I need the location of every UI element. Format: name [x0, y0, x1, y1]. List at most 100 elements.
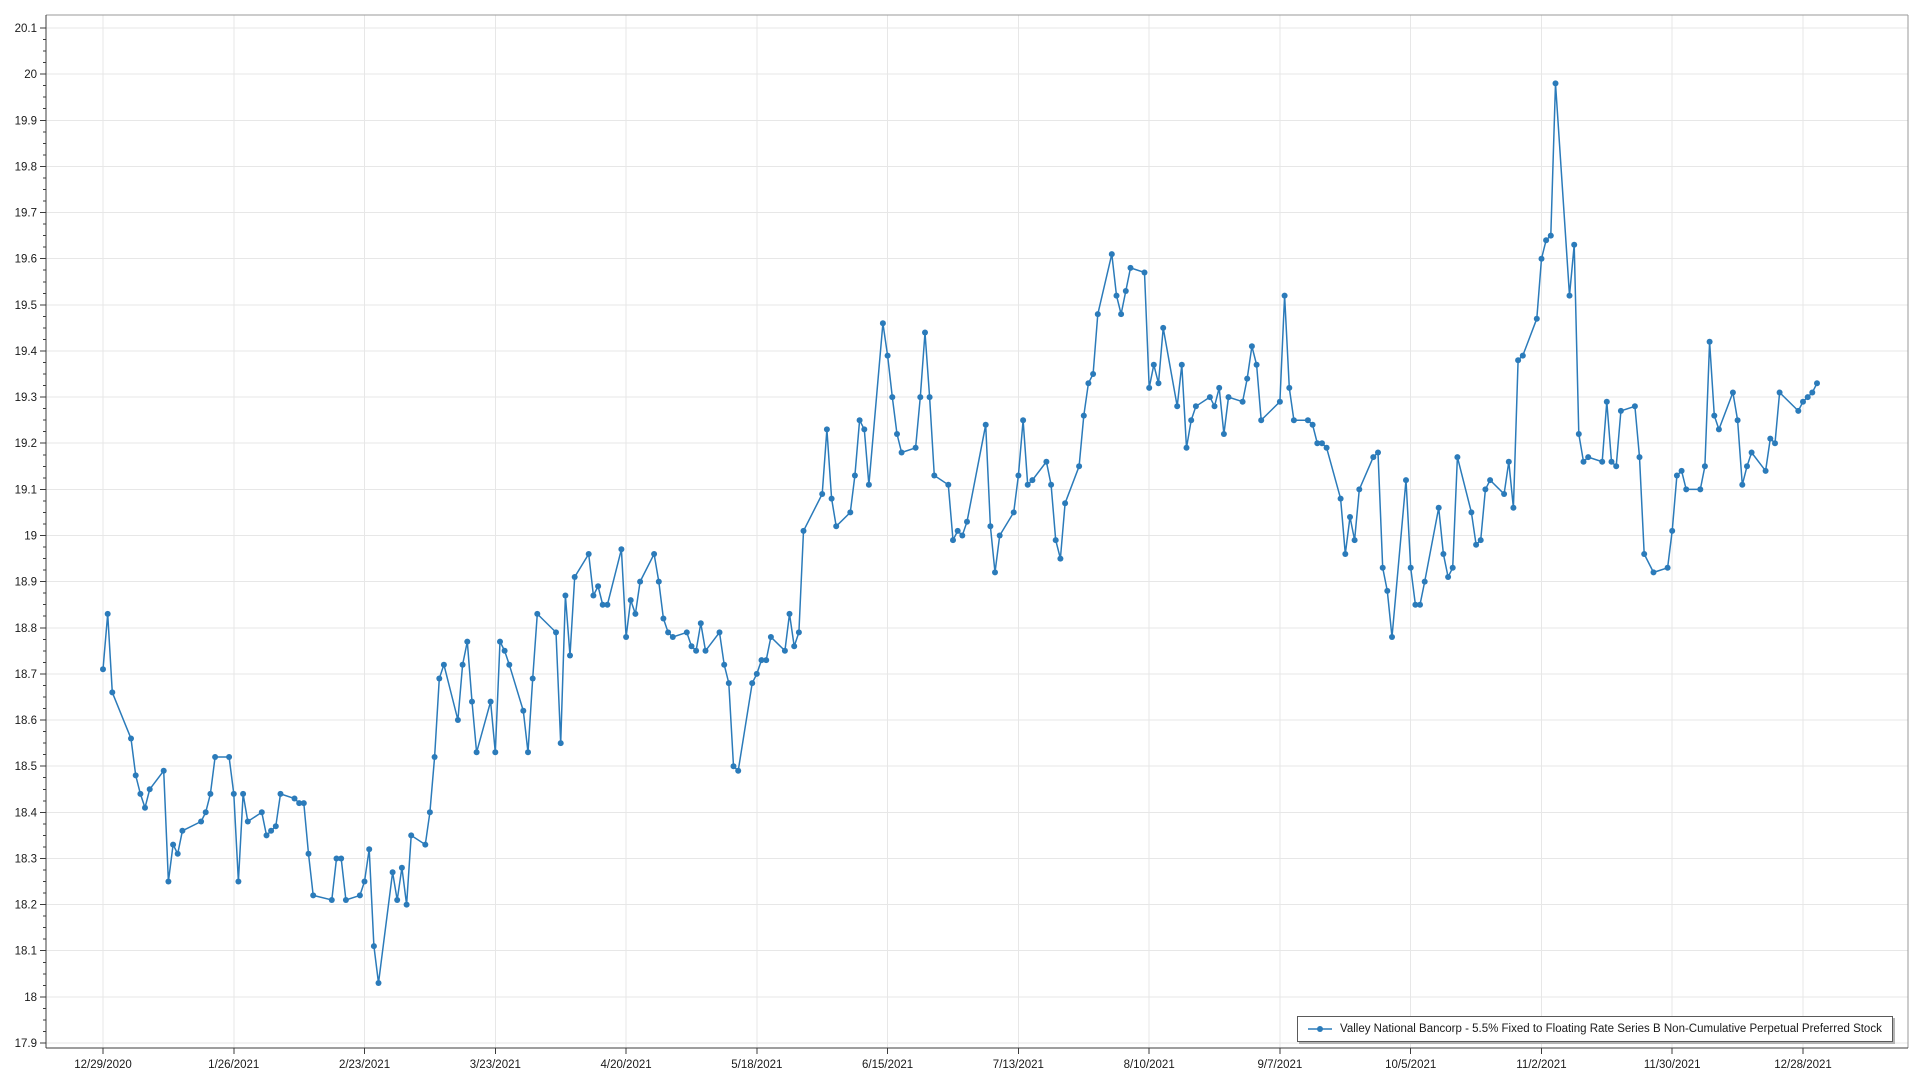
data-point-marker	[1454, 454, 1461, 461]
data-point-marker	[370, 943, 377, 950]
data-point-marker	[296, 800, 303, 807]
data-point-marker	[1281, 292, 1288, 299]
data-point-marker	[1094, 311, 1101, 318]
data-point-marker	[109, 689, 116, 696]
data-point-marker	[207, 790, 214, 797]
data-point-marker	[655, 578, 662, 585]
data-point-marker	[1739, 481, 1746, 488]
data-point-marker	[422, 841, 429, 848]
y-axis-label: 20	[24, 69, 37, 81]
data-point-marker	[469, 698, 475, 705]
data-point-marker	[300, 800, 307, 807]
data-point-marker	[618, 546, 625, 553]
data-point-marker	[389, 869, 396, 876]
data-point-marker	[688, 643, 695, 650]
data-point-marker	[408, 832, 415, 839]
data-point-marker	[1599, 458, 1606, 465]
x-axis-label: 8/10/2021	[1124, 1059, 1175, 1071]
chart-legend[interactable]: Valley National Bancorp - 5.5% Fixed to …	[1297, 1016, 1893, 1042]
data-point-marker	[1683, 486, 1690, 493]
x-axis-label: 9/7/2021	[1258, 1059, 1303, 1071]
data-point-marker	[716, 629, 723, 636]
data-point-marker	[1543, 237, 1550, 244]
data-point-marker	[823, 426, 830, 433]
data-point-marker	[1052, 537, 1059, 544]
data-point-marker	[604, 601, 611, 608]
data-point-marker	[1043, 458, 1050, 465]
data-point-marker	[1122, 288, 1129, 294]
data-point-marker	[702, 647, 709, 654]
data-point-marker	[403, 901, 410, 908]
x-axis-label: 5/18/2021	[731, 1059, 782, 1071]
data-point-marker	[1127, 264, 1134, 271]
data-point-marker	[165, 878, 172, 885]
data-point-marker	[1076, 463, 1083, 470]
data-point-marker	[1482, 486, 1489, 493]
data-point-marker	[1673, 472, 1680, 479]
data-point-marker	[1384, 587, 1391, 594]
data-point-marker	[1748, 449, 1755, 456]
data-point-marker	[669, 634, 676, 640]
data-point-marker	[1113, 292, 1120, 299]
data-point-marker	[1538, 255, 1545, 262]
data-point-marker	[758, 657, 765, 664]
data-point-marker	[1580, 458, 1587, 465]
x-axis-label: 11/2/2021	[1516, 1059, 1566, 1071]
data-point-marker	[786, 610, 793, 617]
data-point-marker	[1809, 389, 1816, 396]
data-point-marker	[1641, 551, 1648, 557]
data-point-marker	[1734, 417, 1741, 424]
y-axis-label: 19.1	[15, 484, 37, 496]
data-point-marker	[128, 735, 134, 742]
data-point-marker	[1323, 444, 1330, 451]
data-point-marker	[735, 767, 742, 774]
data-point-marker	[1613, 463, 1620, 470]
data-point-marker	[1108, 251, 1115, 258]
data-point-marker	[431, 754, 438, 760]
data-point-marker	[356, 892, 363, 899]
data-point-marker	[725, 680, 732, 687]
data-point-marker	[202, 809, 209, 816]
data-point-marker	[623, 634, 630, 640]
data-point-marker	[1351, 537, 1358, 544]
data-point-marker	[763, 657, 770, 664]
data-point-marker	[1146, 384, 1153, 391]
data-point-marker	[1519, 352, 1526, 359]
data-point-marker	[1468, 509, 1475, 516]
data-point-marker	[473, 749, 480, 756]
data-point-marker	[104, 610, 111, 617]
data-point-marker	[651, 551, 658, 557]
data-point-marker	[922, 329, 928, 336]
data-point-marker	[398, 864, 405, 871]
data-point-marker	[1678, 467, 1685, 474]
data-point-marker	[1356, 486, 1363, 493]
y-axis-label: 20.1	[15, 23, 37, 35]
data-point-marker	[562, 592, 569, 599]
data-point-marker	[721, 661, 728, 668]
data-point-marker	[637, 578, 644, 585]
y-axis-label: 19.2	[15, 438, 37, 450]
data-point-marker	[1304, 417, 1311, 424]
data-point-marker	[595, 583, 602, 590]
data-point-marker	[1445, 574, 1452, 580]
data-point-marker	[865, 481, 872, 488]
data-point-marker	[454, 717, 461, 723]
data-point-marker	[1118, 311, 1125, 318]
data-point-marker	[1585, 454, 1592, 461]
data-point-marker	[1711, 412, 1718, 419]
data-point-marker	[1015, 472, 1022, 479]
data-point-marker	[235, 878, 242, 885]
data-point-marker	[1319, 440, 1325, 447]
data-point-marker	[487, 698, 494, 705]
data-point-marker	[1547, 232, 1554, 239]
data-point-marker	[263, 832, 270, 839]
data-point-marker	[1062, 500, 1069, 507]
data-point-marker	[1608, 458, 1615, 465]
x-axis-label: 6/15/2021	[862, 1059, 913, 1071]
y-axis-label: 18.1	[15, 946, 37, 958]
data-point-marker	[851, 472, 858, 479]
data-point-marker	[342, 897, 349, 903]
data-point-marker	[1664, 564, 1671, 571]
data-point-marker	[1767, 435, 1774, 442]
